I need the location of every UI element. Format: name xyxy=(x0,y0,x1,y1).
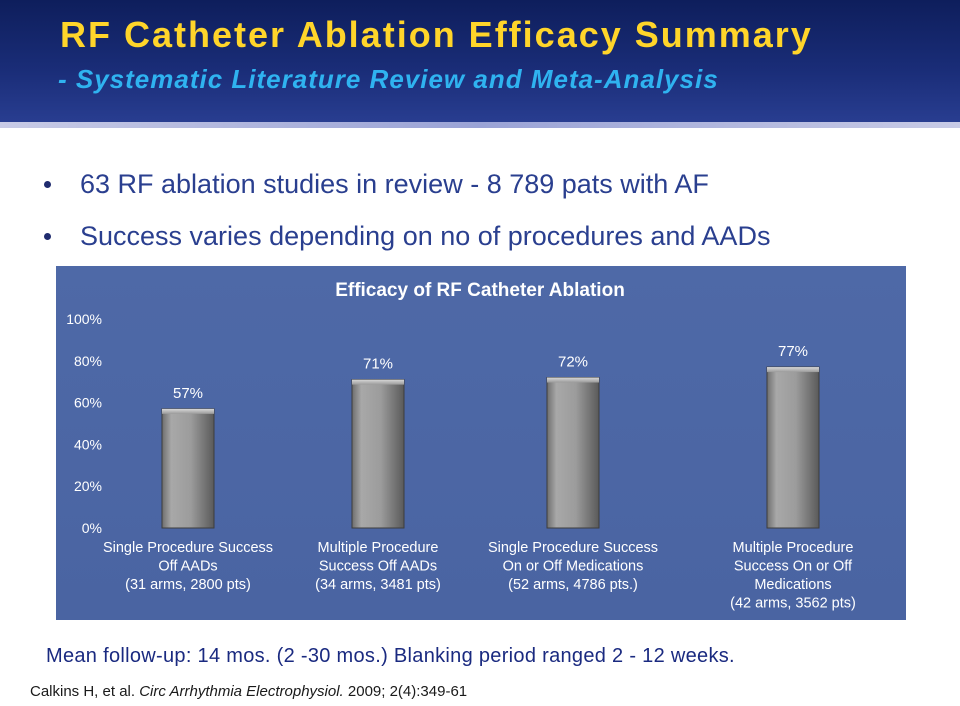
y-tick-label: 80% xyxy=(74,353,102,369)
bullet-item: 63 RF ablation studies in review - 8 789… xyxy=(42,158,770,210)
bar-value-label: 72% xyxy=(558,354,588,371)
bar-value-label: 77% xyxy=(778,343,808,360)
bar-value-label: 71% xyxy=(363,356,393,373)
bar-series: 57% 71% 72% 77% xyxy=(161,343,820,529)
x-category-label: (34 arms, 3481 pts) xyxy=(315,577,441,593)
title-banner: RF Catheter Ablation Efficacy Summary - … xyxy=(0,0,960,128)
x-category-label: Single Procedure Success xyxy=(488,540,658,556)
citation-details: 2009; 2(4):349-61 xyxy=(343,683,468,700)
x-category-label: Success On or Off xyxy=(734,559,853,575)
y-tick-label: 0% xyxy=(82,520,102,536)
y-axis: 0% 20% 40% 60% 80% 100% xyxy=(66,311,102,536)
slide-title: RF Catheter Ablation Efficacy Summary xyxy=(60,14,813,55)
x-category-label: Multiple Procedure xyxy=(318,540,439,556)
efficacy-chart: Efficacy of RF Catheter Ablation 0% 20% 40… xyxy=(56,266,906,620)
bar xyxy=(766,366,820,529)
x-category-label: (31 arms, 2800 pts) xyxy=(125,577,251,593)
x-axis: Single Procedure Success Off AADs (31 arms… xyxy=(103,540,856,612)
x-category-label: On or Off Medications xyxy=(503,559,644,575)
bar xyxy=(351,379,405,529)
y-tick-label: 100% xyxy=(66,311,102,327)
bar-value-label: 57% xyxy=(173,385,203,402)
bar xyxy=(546,377,600,529)
bar xyxy=(161,408,215,529)
chart-title: Efficacy of RF Catheter Ablation xyxy=(335,280,625,301)
y-tick-label: 60% xyxy=(74,395,102,411)
x-category-label: (52 arms, 4786 pts.) xyxy=(508,577,638,593)
x-category-label: Multiple Procedure xyxy=(733,540,854,556)
x-category-label: (42 arms, 3562 pts) xyxy=(730,596,856,612)
bar-cap xyxy=(547,377,599,383)
bullet-dot-icon xyxy=(44,233,51,240)
x-category-label: Single Procedure Success xyxy=(103,540,273,556)
x-category-label: Off AADs xyxy=(158,559,217,575)
banner-divider xyxy=(0,122,960,128)
x-category-label: Success Off AADs xyxy=(319,559,437,575)
follow-up-note: Mean follow-up: 14 mos. (2 -30 mos.) Bla… xyxy=(46,645,735,667)
bullet-text: 63 RF ablation studies in review - 8 789… xyxy=(80,169,709,199)
citation-authors: Calkins H, et al. xyxy=(30,683,140,700)
citation-journal: Circ Arrhythmia Electrophysiol. xyxy=(139,683,344,700)
chart-canvas: Efficacy of RF Catheter Ablation 0% 20% 40… xyxy=(66,280,856,612)
citation: Calkins H, et al. Circ Arrhythmia Electr… xyxy=(30,683,467,700)
slide-subtitle: - Systematic Literature Review and Meta-… xyxy=(58,64,719,94)
y-tick-label: 40% xyxy=(74,436,102,452)
bullet-dot-icon xyxy=(44,181,51,188)
bullet-text: Success varies depending on no of proced… xyxy=(80,221,771,251)
bar-cap xyxy=(767,367,819,373)
y-tick-label: 20% xyxy=(74,478,102,494)
bar-cap xyxy=(162,408,214,414)
bullet-item: Success varies depending on no of proced… xyxy=(42,210,770,262)
bar-cap xyxy=(352,379,404,385)
bullet-list: 63 RF ablation studies in review - 8 789… xyxy=(42,158,770,262)
x-category-label: Medications xyxy=(754,577,831,593)
